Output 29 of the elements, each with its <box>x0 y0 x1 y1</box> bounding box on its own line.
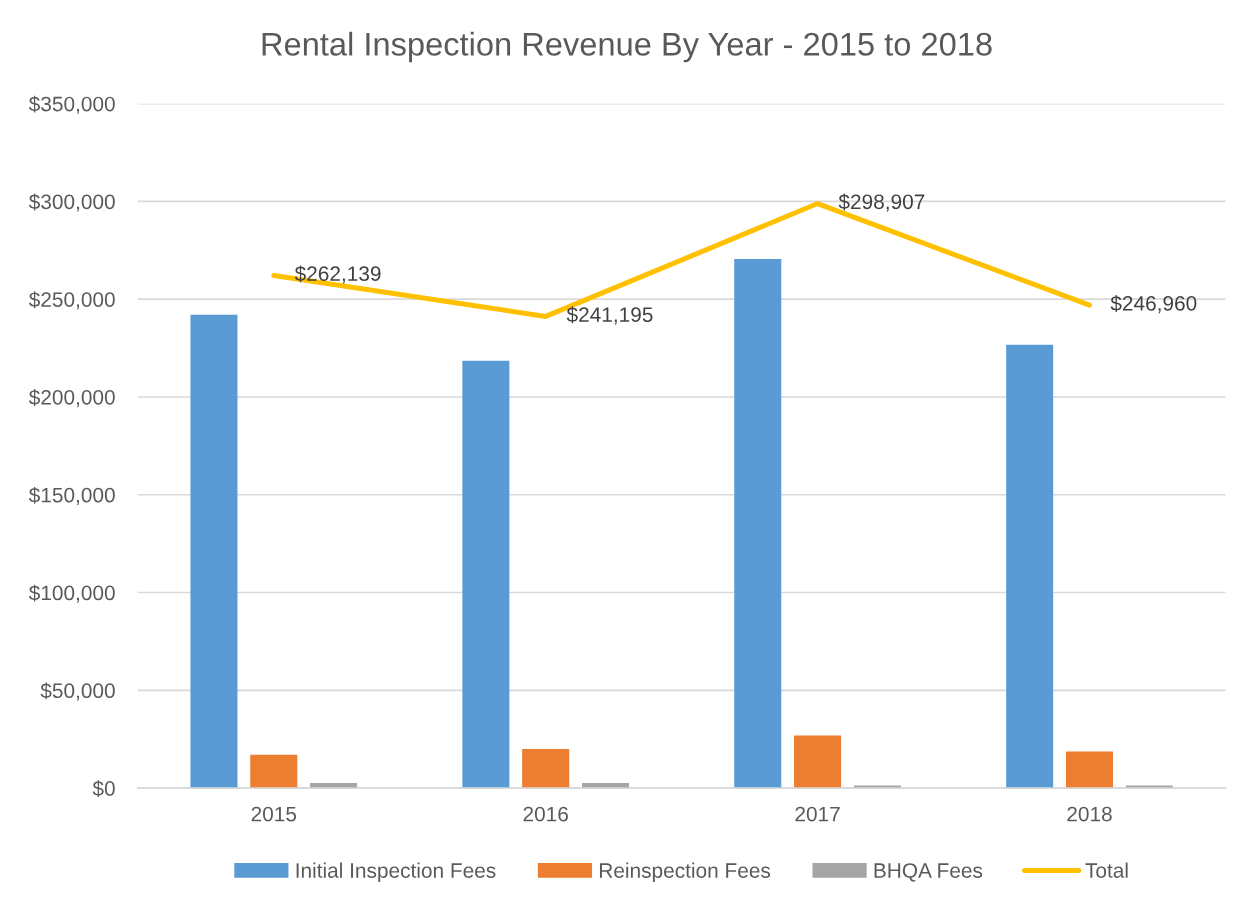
legend-label: BHQA Fees <box>874 863 983 882</box>
data-label: $262,139 <box>294 265 381 284</box>
y-tick-label: $50,000 <box>40 682 115 701</box>
data-label: $298,907 <box>838 193 925 212</box>
legend-label: Initial Inspection Fees <box>296 862 496 882</box>
y-tick-label: $100,000 <box>28 584 115 603</box>
bar <box>250 754 298 789</box>
x-tick-label: 2018 <box>1067 806 1112 822</box>
y-tick-label: $150,000 <box>28 486 115 505</box>
x-tick-label: 2016 <box>523 806 568 822</box>
x-tick-label: 2017 <box>795 806 840 822</box>
x-tick-label: 2015 <box>251 806 297 822</box>
legend-label: Total <box>1085 862 1128 878</box>
chart-title: Rental Inspection Revenue By Year - 2015 to 2018 <box>262 31 992 63</box>
bar <box>462 360 510 789</box>
bar <box>522 748 570 789</box>
bar <box>1065 751 1113 789</box>
bar <box>1006 344 1054 789</box>
bar <box>190 314 238 789</box>
bar <box>734 259 782 789</box>
y-tick-label: $300,000 <box>28 193 115 212</box>
bar <box>794 735 842 789</box>
y-tick-label: $200,000 <box>28 389 115 408</box>
data-label: $246,960 <box>1110 295 1197 314</box>
data-label: $241,195 <box>566 306 653 325</box>
y-tick-label: $0 <box>92 780 115 798</box>
y-tick-label: $350,000 <box>28 95 115 114</box>
y-tick-label: $250,000 <box>28 291 115 310</box>
legend-label: Reinspection Fees <box>599 862 771 882</box>
